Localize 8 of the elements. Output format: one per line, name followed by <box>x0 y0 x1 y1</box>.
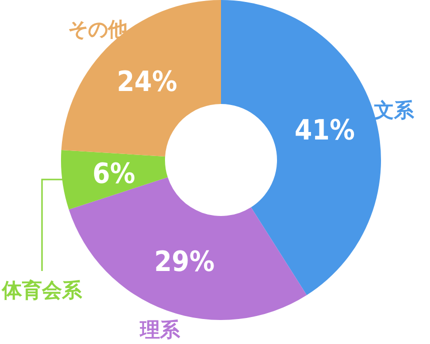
donut-slice <box>61 0 221 156</box>
slice-label: 理系 <box>139 317 182 342</box>
data-label: 41% <box>294 113 355 146</box>
slice-label: 文系 <box>372 98 415 122</box>
data-label: 6% <box>92 157 136 190</box>
data-label: 24% <box>116 64 178 98</box>
data-label: 29% <box>154 245 215 278</box>
slice-label: 体育会系 <box>1 278 83 302</box>
